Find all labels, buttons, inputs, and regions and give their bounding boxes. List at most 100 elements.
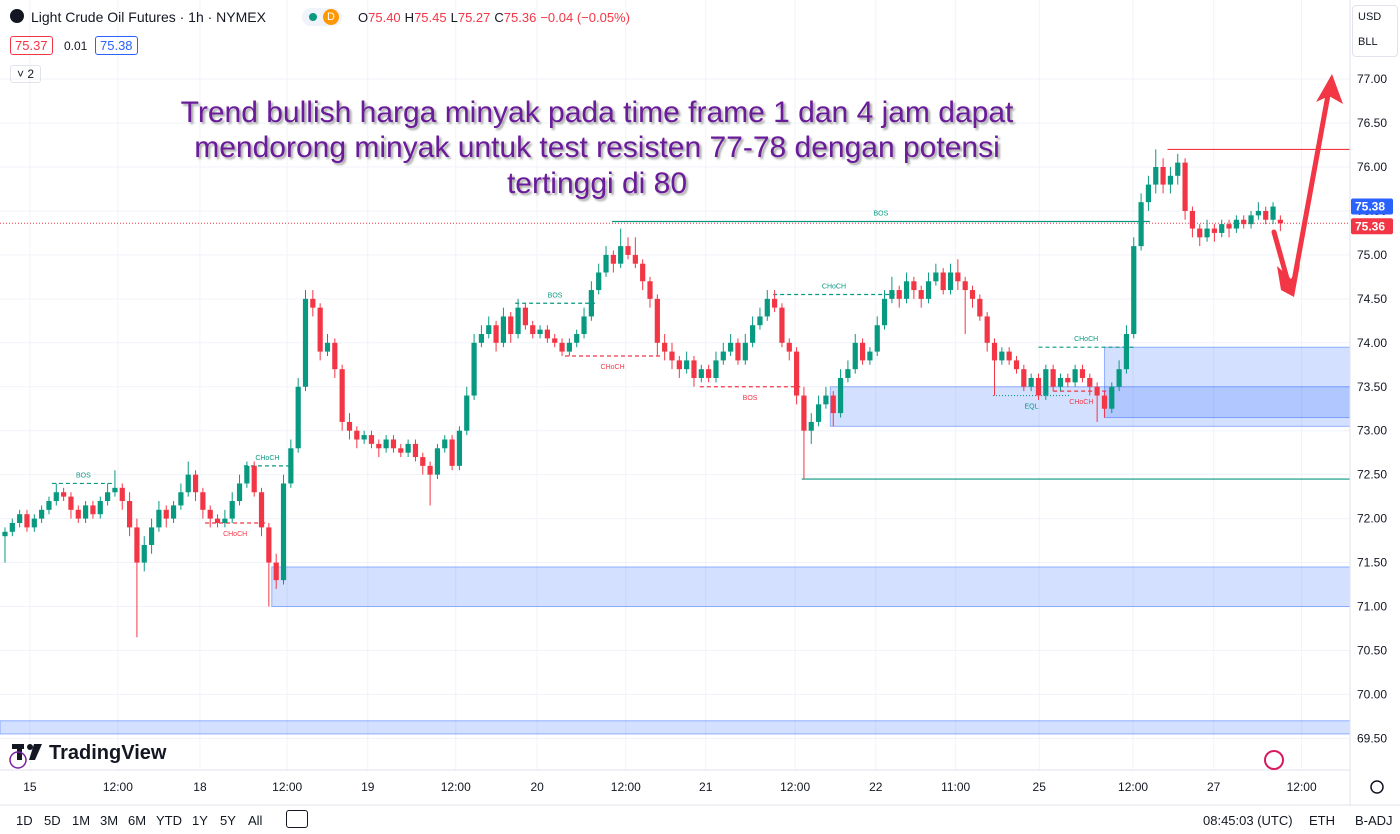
- candle-body: [1167, 175, 1174, 185]
- timeframe-button[interactable]: 5Y: [220, 813, 236, 828]
- events-icon[interactable]: [9, 751, 27, 769]
- adjust-toggle[interactable]: B-ADJ: [1355, 813, 1393, 828]
- candle-body: [141, 544, 147, 563]
- candle-body: [368, 435, 375, 444]
- candle-body: [456, 430, 463, 466]
- news-icon[interactable]: [1264, 750, 1284, 770]
- candle-body: [933, 272, 939, 282]
- x-tick-label: 12:00: [272, 780, 302, 794]
- structure-label: CHoCH: [822, 283, 846, 290]
- candle-body: [1255, 210, 1261, 216]
- candle-body: [654, 298, 660, 343]
- x-tick-label: 12:00: [780, 780, 810, 794]
- candle-body: [610, 254, 616, 264]
- candle-body: [735, 342, 741, 361]
- candle-body: [288, 448, 294, 484]
- candle-body: [1248, 215, 1254, 225]
- candle-body: [464, 395, 470, 431]
- candle-body: [346, 421, 353, 431]
- candle-body: [772, 298, 778, 308]
- ohlc-key: L: [450, 10, 458, 25]
- settings-icon[interactable]: [1370, 780, 1384, 794]
- candle-body: [493, 325, 499, 343]
- candle-body: [808, 421, 814, 431]
- candle-body: [244, 465, 250, 484]
- candle-body: [874, 325, 880, 352]
- timeframe-button[interactable]: 3M: [100, 813, 119, 828]
- x-tick-label: 20: [530, 780, 544, 794]
- y-tick-label: 75.00: [1357, 248, 1387, 262]
- ask-price[interactable]: 75.38: [95, 36, 138, 55]
- order-block-zone: [0, 720, 1351, 735]
- bid-price[interactable]: 75.37: [10, 36, 53, 55]
- candle-body: [9, 523, 15, 532]
- candle-body: [728, 342, 734, 352]
- date-range-icon[interactable]: [286, 810, 308, 828]
- candle-body: [126, 501, 133, 528]
- timeframe-button[interactable]: 1Y: [192, 813, 208, 828]
- candle-body: [46, 501, 52, 510]
- x-tick-label: 12:00: [611, 780, 641, 794]
- candle-body: [544, 329, 550, 339]
- candle-body: [163, 509, 169, 519]
- candle-body: [662, 342, 668, 352]
- candle-body: [1057, 377, 1064, 387]
- candle-body: [1277, 219, 1283, 224]
- spread: 0.01: [64, 39, 88, 53]
- symbol[interactable]: Light Crude Oil Futures · 1h · NYMEX: [31, 9, 266, 25]
- candle-body: [955, 272, 961, 282]
- candle-body: [676, 360, 682, 370]
- y-tick-label: 76.00: [1357, 160, 1387, 174]
- candle-body: [698, 369, 704, 378]
- candle-body: [97, 501, 103, 515]
- candle-body: [478, 334, 485, 343]
- candle-body: [574, 334, 580, 343]
- candle-body: [383, 439, 389, 449]
- timeframe-button[interactable]: 1D: [16, 813, 33, 828]
- timeframe-button[interactable]: 6M: [128, 813, 147, 828]
- y-tick-label: 70.00: [1357, 687, 1387, 701]
- structure-label: CHoCH: [223, 531, 247, 538]
- candle-body: [779, 307, 785, 343]
- session-toggle[interactable]: ETH: [1309, 813, 1335, 828]
- candle-body: [896, 290, 902, 299]
- price-badge-label: 75.36: [1355, 219, 1385, 233]
- candle-body: [354, 430, 360, 440]
- candle-body: [1211, 228, 1217, 233]
- candle-body: [640, 263, 646, 282]
- unit[interactable]: BLL: [1358, 36, 1378, 48]
- indicators-toggle[interactable]: ˅ 2: [10, 65, 42, 83]
- candle-body: [713, 360, 719, 378]
- structure-label: BOS: [76, 472, 91, 479]
- ohlc-value: 75.27: [457, 10, 491, 25]
- candle-body: [947, 272, 954, 291]
- candle-body: [61, 492, 67, 497]
- candle-body: [925, 281, 932, 299]
- candle-body: [618, 246, 624, 264]
- candle-body: [251, 465, 257, 493]
- candle-body: [596, 272, 602, 291]
- candle-body: [302, 298, 309, 387]
- timeframe-button[interactable]: All: [248, 813, 263, 828]
- timeframe-button[interactable]: 5D: [44, 813, 61, 828]
- ohlc-value: 75.36: [503, 10, 537, 25]
- currency-unit-box[interactable]: USD BLL: [1352, 5, 1398, 57]
- timeframe-button[interactable]: 1M: [72, 813, 91, 828]
- candle-body: [486, 325, 492, 335]
- candle-body: [1197, 228, 1203, 238]
- x-tick-label: 18: [193, 780, 207, 794]
- clock: 08:45:03 (UTC): [1203, 813, 1293, 828]
- x-tick-label: 27: [1207, 780, 1221, 794]
- candle-body: [390, 439, 397, 449]
- candle-body: [266, 527, 272, 563]
- candle-body: [427, 465, 433, 475]
- y-tick-label: 77.00: [1357, 72, 1387, 86]
- candle-body: [170, 505, 177, 519]
- candle-body: [720, 351, 726, 361]
- structure-label: CHoCH: [1074, 336, 1098, 343]
- ohlc-value: 75.45: [414, 10, 447, 25]
- currency[interactable]: USD: [1358, 11, 1382, 23]
- timeframe-button[interactable]: YTD: [156, 813, 182, 828]
- candle-body: [442, 439, 448, 449]
